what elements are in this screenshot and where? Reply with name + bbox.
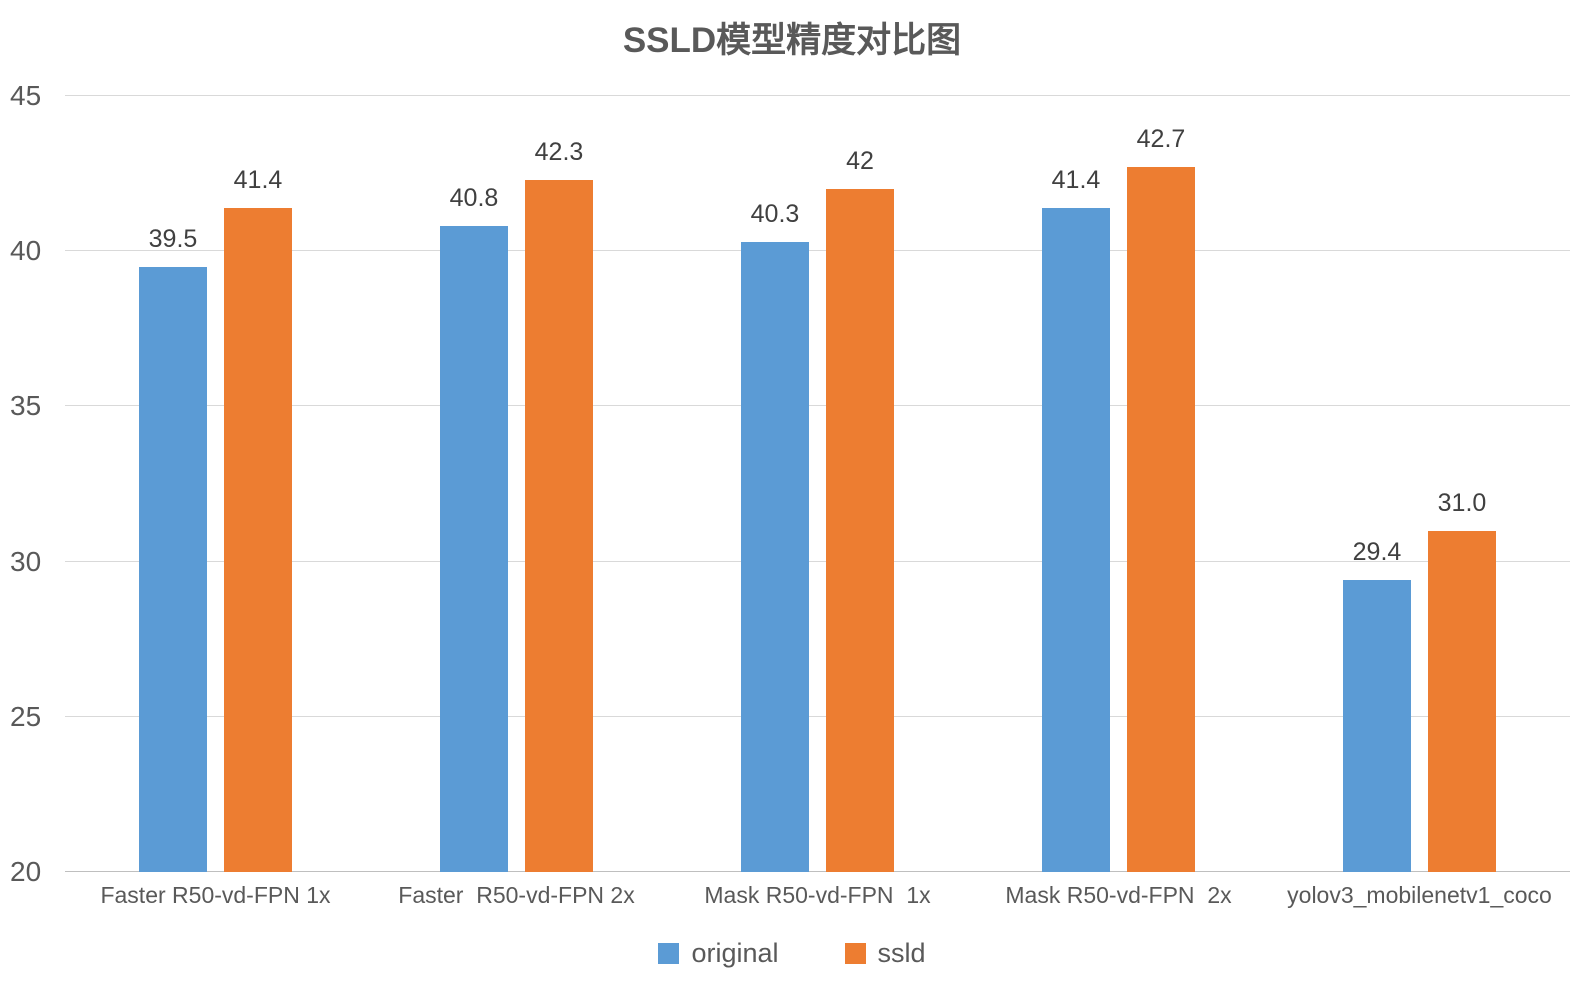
bar-ssld: [1127, 167, 1195, 872]
bar-column-original: 40.3: [741, 200, 809, 872]
bar-original: [1042, 207, 1110, 872]
y-axis-tick-label: 20: [10, 856, 42, 887]
bar-original: [139, 266, 207, 872]
bar-column-ssld: 42: [826, 147, 894, 872]
gridline: [65, 715, 1570, 717]
bar-column-original: 40.8: [440, 184, 508, 872]
plot-area: 20 25 30 35 40 45 39.5 41.4 40.8 42.3 40.3 42 41.4 4…: [10, 80, 1570, 887]
legend-item-ssld: ssld: [844, 938, 926, 969]
data-label: 31.0: [1437, 488, 1487, 517]
legend-label: original: [691, 938, 779, 968]
bar-ssld: [224, 207, 292, 872]
x-axis-category-label: Faster R50-vd-FPN 2x: [398, 882, 635, 908]
data-label: 42: [846, 147, 874, 176]
legend: original ssld: [0, 938, 1584, 969]
bar-original: [741, 241, 809, 872]
data-label: 40.8: [449, 184, 499, 213]
bar-original: [1343, 580, 1411, 872]
x-axis-category-label: yolov3_mobilenetv1_coco: [1287, 882, 1552, 908]
data-label: 41.4: [233, 165, 283, 194]
data-label: 42.7: [1136, 125, 1186, 154]
x-axis-category-label: Mask R50-vd-FPN 1x: [704, 882, 931, 908]
legend-label: ssld: [877, 938, 926, 968]
x-axis-line: [65, 871, 1570, 872]
bar-column-original: 39.5: [139, 225, 207, 872]
bar-ssld: [525, 179, 593, 872]
y-axis-tick-label: 35: [10, 390, 42, 422]
y-axis-tick-label: 25: [10, 700, 42, 732]
y-axis-tick-label: 40: [10, 235, 42, 267]
data-label: 41.4: [1051, 165, 1101, 194]
x-axis-category-label: Mask R50-vd-FPN 2x: [1005, 882, 1232, 908]
data-label: 29.4: [1352, 538, 1402, 567]
bar-column-original: 29.4: [1343, 538, 1411, 872]
x-axis-labels: Faster R50-vd-FPN 1x Faster R50-vd-FPN 2x…: [65, 882, 1570, 909]
chart-title: SSLD模型精度对比图: [622, 21, 962, 60]
x-axis-category-label: Faster R50-vd-FPN 1x: [100, 882, 331, 908]
data-label: 39.5: [148, 224, 198, 253]
bar-column-ssld: 42.7: [1127, 125, 1195, 872]
bar-group: 40.3 42: [667, 96, 968, 872]
gridline: [65, 405, 1570, 407]
gridline: [65, 250, 1570, 252]
bar-group: 41.4 42.7: [968, 96, 1269, 872]
bar-column-ssld: 41.4: [224, 166, 292, 872]
legend-item-original: original: [658, 938, 779, 969]
bar-column-ssld: 42.3: [525, 138, 593, 872]
bar-group: 40.8 42.3: [366, 96, 667, 872]
legend-swatch-icon: [844, 943, 866, 964]
bar-column-original: 41.4: [1042, 166, 1110, 872]
y-axis-tick-label: 30: [10, 545, 42, 577]
bar-column-ssld: 31.0: [1428, 489, 1496, 872]
data-label: 40.3: [750, 199, 800, 228]
bar-group: 39.5 41.4: [65, 96, 366, 872]
bars-layer: 39.5 41.4 40.8 42.3 40.3 42 41.4 42.7 29.4 31.0: [65, 96, 1570, 872]
legend-swatch-icon: [658, 943, 680, 964]
bar-group: 29.4 31.0: [1269, 96, 1570, 872]
gridline: [65, 95, 1570, 96]
data-label: 42.3: [534, 137, 584, 166]
y-axis-tick-label: 45: [10, 80, 42, 111]
bar-ssld: [826, 189, 894, 872]
gridline: [65, 560, 1570, 562]
bar-ssld: [1428, 530, 1496, 872]
bar-original: [440, 226, 508, 872]
